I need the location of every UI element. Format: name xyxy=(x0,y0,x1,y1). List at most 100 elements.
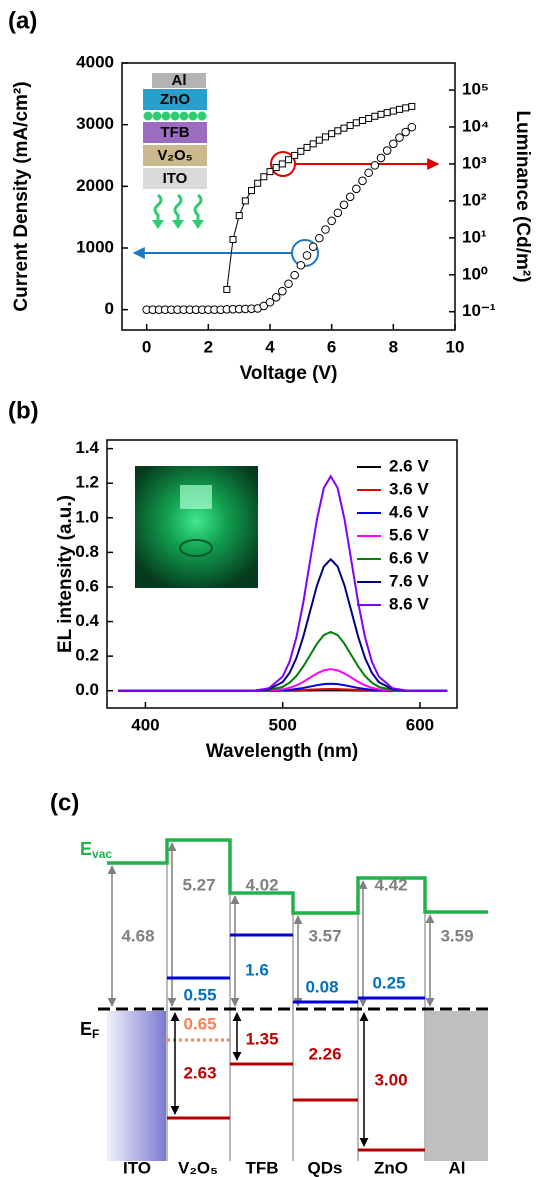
data-point xyxy=(290,270,299,280)
vac-gap: 3.57 xyxy=(308,926,341,945)
device-photo xyxy=(135,466,258,588)
data-point xyxy=(235,212,243,220)
layer-name: V₂O₅ xyxy=(178,1158,218,1177)
y2-tick-label: 10⁻¹ xyxy=(462,301,496,320)
data-point xyxy=(401,127,410,137)
panel-label: (b) xyxy=(8,397,39,424)
data-point xyxy=(297,147,305,155)
y-axis-title: EL intensity (a.u.) xyxy=(55,495,76,653)
y2-axis-title: Luminance (Cd/m²) xyxy=(512,110,533,282)
data-point xyxy=(407,122,417,132)
panel-label: (a) xyxy=(8,7,37,34)
device-stack xyxy=(143,73,207,229)
layer-name: ZnO xyxy=(374,1158,408,1177)
panel-label: (c) xyxy=(50,789,79,816)
x-tick-label: 2 xyxy=(204,337,213,356)
y2-tick-label: 10³ xyxy=(462,153,487,172)
legend-label: 2.6 V xyxy=(389,456,429,475)
layer-label: ITO xyxy=(163,170,188,187)
data-point xyxy=(339,200,349,210)
data-point xyxy=(265,297,275,307)
data-point xyxy=(389,107,397,115)
data-point xyxy=(333,208,343,218)
symbol: E xyxy=(80,1019,92,1039)
layer-name: QDs xyxy=(308,1158,343,1177)
y2-tick-label: 10⁴ xyxy=(462,116,489,135)
energy-diagram xyxy=(98,838,490,1161)
data-point xyxy=(266,168,274,176)
data-point xyxy=(308,242,318,252)
lumo-offset: 1.6 xyxy=(245,960,269,979)
y-tick-label: 1000 xyxy=(76,237,114,256)
data-point xyxy=(328,130,336,138)
homo-offset: 3.00 xyxy=(374,1070,407,1089)
y-tick-label: 1.2 xyxy=(75,473,99,492)
data-point xyxy=(278,286,287,296)
data-point xyxy=(364,168,373,178)
homo-offset: 2.63 xyxy=(183,1063,216,1082)
data-point xyxy=(334,127,342,135)
x-tick-label: 6 xyxy=(327,337,336,356)
data-point xyxy=(302,251,312,260)
data-point xyxy=(285,156,292,164)
y2-tick-label: 10¹ xyxy=(462,227,487,246)
layer-label: TFB xyxy=(160,124,189,141)
legend-label: 4.6 V xyxy=(389,502,429,521)
x-tick-label: 400 xyxy=(131,715,159,734)
vacuum-level-label: Evac xyxy=(80,839,112,861)
y2-tick-label: 10⁰ xyxy=(462,264,488,283)
y-tick-label: 1.0 xyxy=(75,507,99,526)
legend-label: 5.6 V xyxy=(389,525,429,544)
y-tick-label: 0.2 xyxy=(75,646,99,665)
x-tick-label: 600 xyxy=(406,715,434,734)
data-point xyxy=(229,236,237,244)
data-point xyxy=(241,197,249,205)
y-tick-label: 4000 xyxy=(76,52,114,71)
data-point xyxy=(315,136,323,144)
data-point xyxy=(345,192,355,202)
x-axis-title: Voltage (V) xyxy=(240,363,338,384)
y-tick-label: 1.4 xyxy=(75,438,99,457)
plot-frame xyxy=(121,62,456,331)
series-line xyxy=(226,105,412,290)
data-point xyxy=(370,161,380,170)
layer-name: TFB xyxy=(245,1158,278,1177)
vac-gap: 3.59 xyxy=(440,926,473,945)
data-point xyxy=(248,187,255,195)
data-point xyxy=(396,105,403,113)
data-point xyxy=(321,225,330,234)
y-tick-label: 2000 xyxy=(76,176,114,195)
y-axis-title: Current Density (mA/cm²) xyxy=(11,81,32,311)
layer-label: V₂O₅ xyxy=(157,147,192,164)
vac-gap: 4.68 xyxy=(121,926,154,945)
data-point xyxy=(260,173,268,181)
data-point xyxy=(309,140,317,148)
data-point xyxy=(395,133,404,142)
data-point xyxy=(377,110,385,118)
y-tick-label: 0.0 xyxy=(75,680,99,699)
data-point xyxy=(389,139,398,149)
legend-label: 6.6 V xyxy=(389,548,429,567)
series-line xyxy=(117,474,448,692)
vac-gap: 5.27 xyxy=(182,875,215,894)
layer-name: ITO xyxy=(123,1158,151,1177)
homo-offset: 1.35 xyxy=(245,1029,278,1048)
symbol: E xyxy=(80,839,92,859)
vac-gap: 4.42 xyxy=(374,875,407,894)
homo-offset: 0.65 xyxy=(183,1014,216,1033)
data-point xyxy=(359,116,366,124)
x-tick-label: 500 xyxy=(268,715,296,734)
subscript: vac xyxy=(92,847,112,861)
data-point xyxy=(259,301,269,311)
y-tick-label: 0.6 xyxy=(75,576,99,595)
data-point xyxy=(365,114,373,122)
data-point xyxy=(352,119,360,127)
data-point xyxy=(371,112,379,120)
y2-tick-label: 10² xyxy=(462,190,487,209)
subscript: F xyxy=(92,1027,99,1041)
lumo-offset: 0.08 xyxy=(305,977,338,996)
vac-gap: 4.02 xyxy=(245,875,278,894)
fermi-level-label: EF xyxy=(80,1019,99,1041)
data-point xyxy=(322,133,329,141)
